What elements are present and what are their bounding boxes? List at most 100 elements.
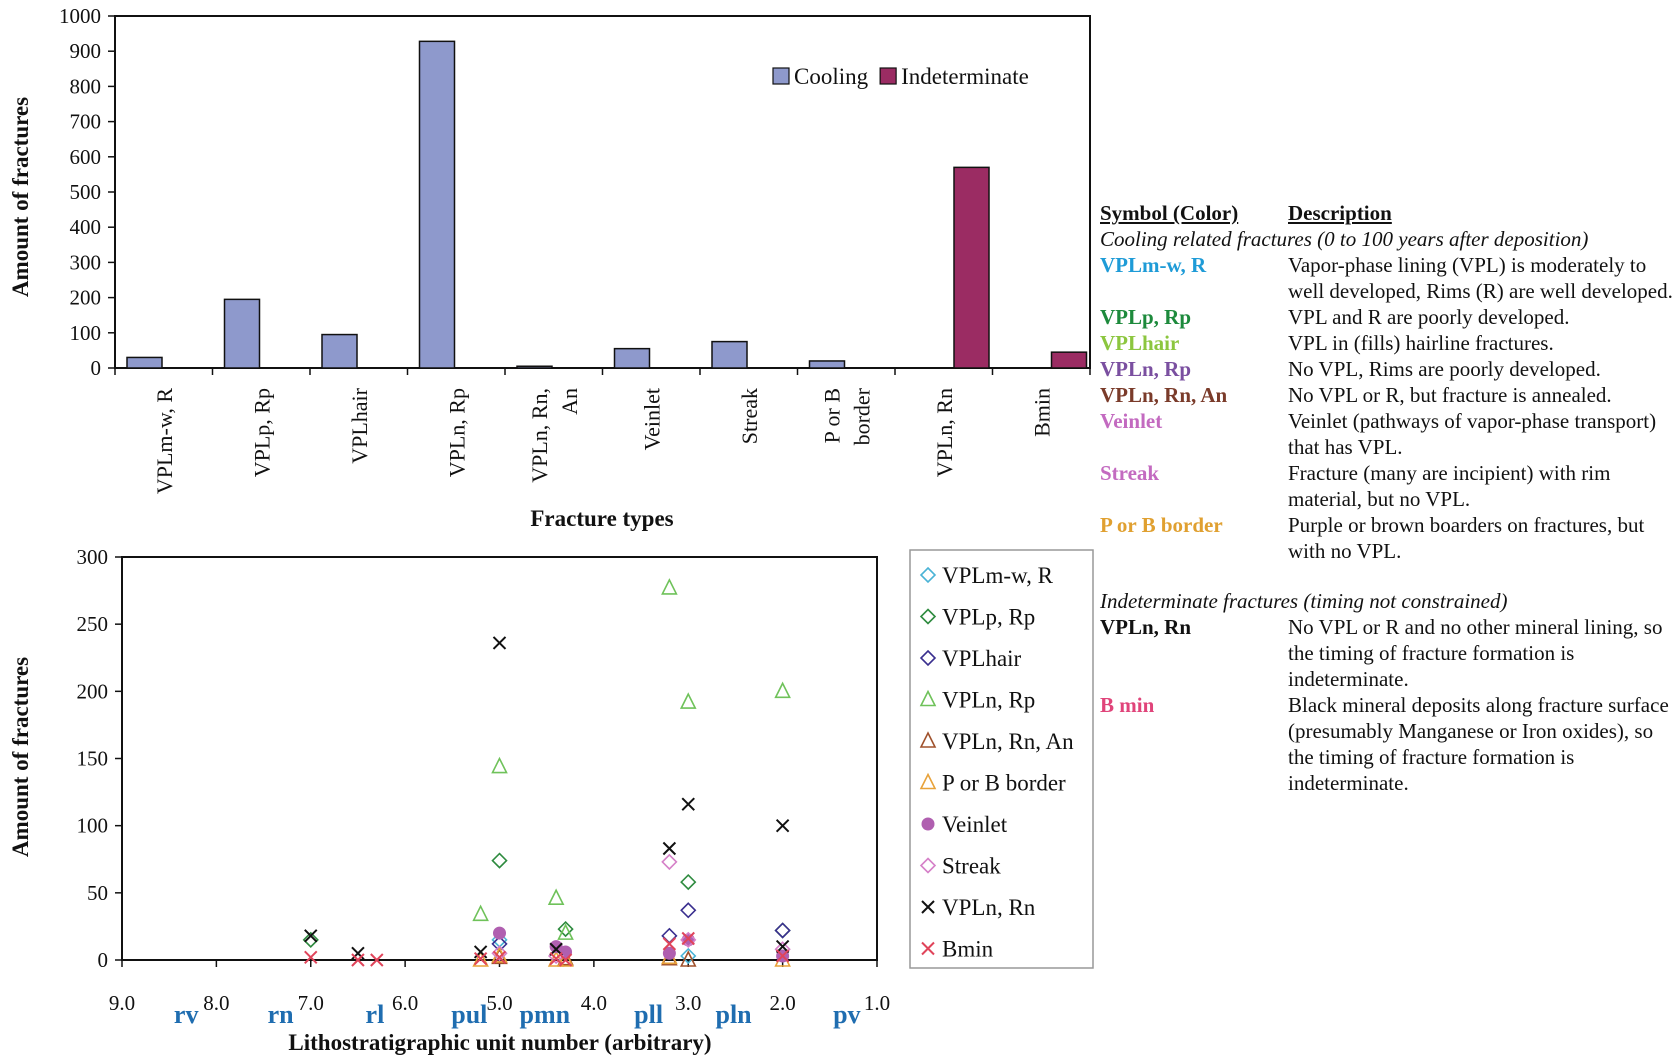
legend-marker-vpln-rn-an xyxy=(919,731,937,748)
point-streak xyxy=(680,931,697,948)
bar-chart-plot: 0 100 200 300 400 500 600 700 800 900 1000 VPLm-w, … xyxy=(59,4,1091,494)
header-description: Description xyxy=(1288,201,1392,225)
bar-category-label: Bmin xyxy=(1029,388,1054,437)
bar-y-tick-label: 800 xyxy=(70,74,102,98)
point-veinlet xyxy=(549,940,563,954)
point-vpln-rn xyxy=(681,797,695,811)
bar-category-label: Streak xyxy=(737,388,762,444)
point-vpln-rn xyxy=(662,841,677,856)
row-symbol: VPLn, Rn xyxy=(1100,615,1192,639)
point-vpln-rn-an xyxy=(679,950,697,967)
scatter-x-tick-label: 7.0 xyxy=(298,991,324,1015)
point-vplp-rp xyxy=(557,920,574,938)
row-description: No VPL, Rims are poorly developed. xyxy=(1288,357,1601,381)
scatter-y-tick-label: 100 xyxy=(77,814,109,838)
scatter-y-tick-label: 150 xyxy=(77,747,109,771)
table-row: B min Black mineral deposits along fractu… xyxy=(1100,692,1675,796)
legend-label-vplhair: VPLhair xyxy=(942,646,1022,671)
bar-category-label: VPLn, Rp xyxy=(444,388,469,477)
bar-cooling xyxy=(808,360,846,369)
bar-category-label: VPLn, Rn, xyxy=(527,388,552,483)
bar-category-label: P or B xyxy=(819,388,844,443)
bar-y-tick-label: 500 xyxy=(70,180,102,204)
row-description: VPL in (fills) hairline fractures. xyxy=(1288,331,1554,355)
row-symbol: P or B border xyxy=(1100,513,1223,537)
legend-label-streak: Streak xyxy=(942,854,1001,879)
row-symbol: B min xyxy=(1100,693,1155,717)
point-bmin xyxy=(473,951,488,966)
bar-y-tick-label: 700 xyxy=(70,110,102,134)
bar-y-tick-label: 0 xyxy=(91,356,102,380)
row-description: No VPL or R, but fracture is annealed. xyxy=(1288,383,1612,407)
section-cooling: Cooling related fractures (0 to 100 year… xyxy=(1100,227,1589,251)
point-vplhair xyxy=(661,927,678,944)
point-vpln-rp xyxy=(472,904,489,922)
unit-label-rl: rl xyxy=(366,1000,385,1029)
row-description: Purple or brown boarders on fractures, b… xyxy=(1288,513,1645,563)
legend-label-vpln-rp: VPLn, Rp xyxy=(942,688,1035,713)
bar-y-tick-label: 1000 xyxy=(59,4,101,28)
point-vpln-rn xyxy=(351,946,365,960)
unit-label-pll: pll xyxy=(634,1000,663,1029)
bar-cooling xyxy=(711,340,748,369)
point-vpln-rn xyxy=(775,818,790,833)
unit-label-rv: rv xyxy=(174,1000,199,1029)
bar-y-tick-label: 900 xyxy=(70,39,102,63)
bar-cooling xyxy=(126,356,163,369)
bar-category-label: VPLhair xyxy=(347,387,372,463)
bar-y-tick-label: 600 xyxy=(70,145,102,169)
legend-label-vpln-rn: VPLn, Rn xyxy=(942,895,1036,920)
bar-cooling xyxy=(516,365,553,369)
point-bmin xyxy=(492,950,507,965)
point-bmin xyxy=(351,953,365,967)
legend-swatch-cooling xyxy=(772,67,790,85)
row-description: VPL and R are poorly developed. xyxy=(1288,305,1570,329)
legend-label-vplm-w-r: VPLm-w, R xyxy=(942,563,1054,588)
bar-y-tick-label: 400 xyxy=(70,215,102,239)
point-streak xyxy=(661,853,678,871)
bar-indeterminate xyxy=(953,166,990,369)
bar-cooling xyxy=(613,347,651,369)
point-bmin xyxy=(681,931,695,946)
table-row: VPLhair VPL in (fills) hairline fractures… xyxy=(1100,330,1675,356)
point-veinlet xyxy=(662,946,676,960)
bar-cooling xyxy=(321,333,358,369)
point-bmin xyxy=(304,950,318,965)
scatter-y-tick-label: 0 xyxy=(98,948,109,972)
point-p-or-b-border xyxy=(472,950,489,967)
legend-marker-vplp-rp xyxy=(919,608,937,625)
legend-label-vplp-rp: VPLp, Rp xyxy=(942,605,1035,630)
legend-swatch-indeterminate xyxy=(879,67,897,85)
legend-label-bmin: Bmin xyxy=(942,937,994,962)
point-veinlet xyxy=(493,926,506,940)
bar-cooling xyxy=(223,298,261,369)
row-symbol: Streak xyxy=(1100,461,1160,485)
table-row: Veinlet Veinlet (pathways of vapor-phase … xyxy=(1100,408,1675,460)
symbol-description-table: Symbol (Color) Description Cooling relat… xyxy=(1100,200,1675,796)
point-p-or-b-border xyxy=(557,950,574,967)
point-vplp-rp xyxy=(774,922,791,939)
table-row: VPLp, Rp VPL and R are poorly developed. xyxy=(1100,304,1675,330)
table-row: VPLn, Rn, An No VPL or R, but fracture is… xyxy=(1100,382,1675,408)
scatter-x-tick-label: 4.0 xyxy=(581,991,607,1015)
scatter-x-tick-label: 2.0 xyxy=(770,991,796,1015)
scatter-y-tick-label: 250 xyxy=(77,612,109,636)
point-vplp-rp xyxy=(491,852,508,869)
point-vplm-w-r xyxy=(680,947,697,965)
scatter-x-tick-label: 8.0 xyxy=(203,991,229,1015)
bar-y-tick-label: 300 xyxy=(70,250,102,274)
point-vpln-rp xyxy=(774,681,791,699)
legend-label-vpln-rn-an: VPLn, Rn, An xyxy=(942,729,1074,754)
point-vpln-rp xyxy=(491,756,508,774)
table-row: VPLm-w, R Vapor-phase lining (VPL) is mod… xyxy=(1100,252,1675,304)
legend-label-cooling: Cooling xyxy=(794,64,869,89)
section-indeterminate: Indeterminate fractures (timing not cons… xyxy=(1100,589,1508,613)
bar-category-label: An xyxy=(557,388,582,415)
scatter-legend-box xyxy=(909,549,1094,969)
bar-category-label: VPLp, Rp xyxy=(249,388,274,477)
table-row: Streak Fracture (many are incipient) with… xyxy=(1100,460,1675,512)
point-streak xyxy=(491,945,508,962)
cooling-rows: VPLm-w, R Vapor-phase lining (VPL) is mod… xyxy=(1100,252,1675,564)
legend-marker-veinlet xyxy=(921,817,935,831)
legend-label-veinlet: Veinlet xyxy=(942,812,1008,837)
